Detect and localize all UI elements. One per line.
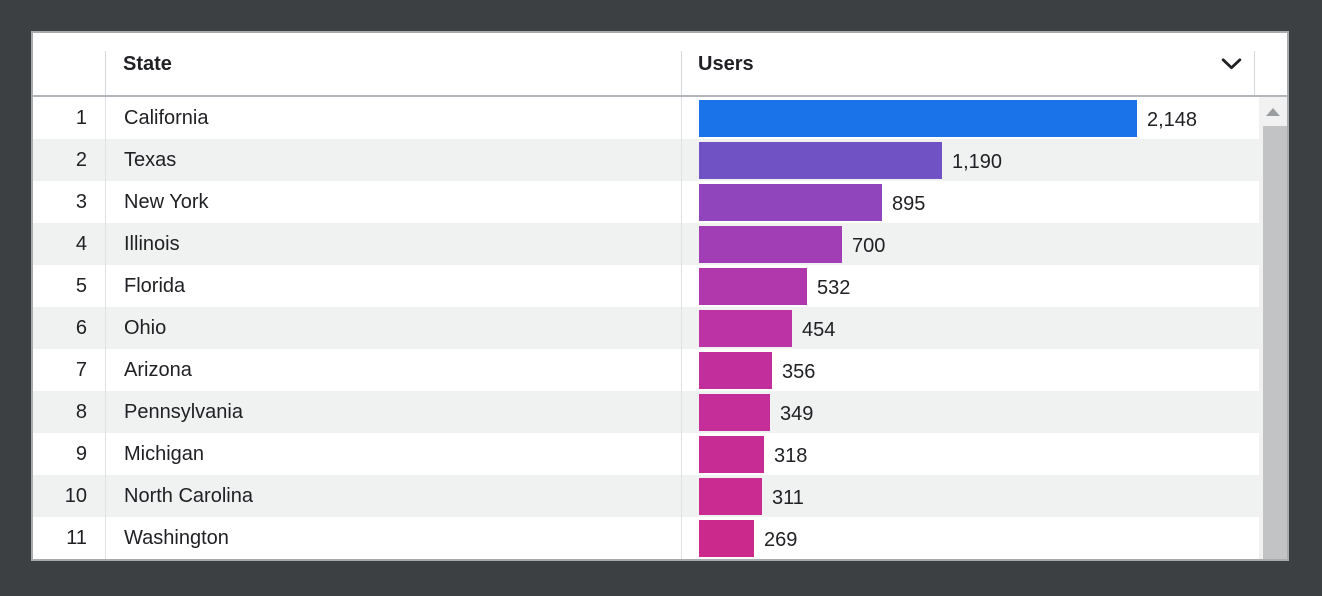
- rank-cell: 4: [75, 232, 87, 255]
- users-cell: 700: [681, 223, 1287, 265]
- users-cell: 532: [681, 265, 1287, 307]
- state-cell: North Carolina: [105, 475, 681, 517]
- users-value-label: 1,190: [952, 150, 1003, 173]
- rank-cell: 9: [75, 442, 87, 465]
- state-cell: Michigan: [105, 433, 681, 475]
- table-row[interactable]: 8 Pennsylvania 349: [33, 391, 1287, 433]
- users-bar: [699, 351, 772, 389]
- rank-cell: 3: [75, 190, 87, 213]
- state-cell: Washington: [105, 517, 681, 559]
- header-divider: [105, 51, 106, 95]
- rank-cell: 11: [66, 526, 87, 549]
- users-cell: 318: [681, 433, 1287, 475]
- users-bar: [699, 393, 770, 431]
- users-value-label: 700: [852, 234, 886, 257]
- rank-cell: 1: [75, 106, 87, 129]
- rank-cell: 8: [75, 400, 87, 423]
- users-cell: 269: [681, 517, 1287, 559]
- state-cell: California: [105, 97, 681, 139]
- rank-cell: 7: [75, 358, 87, 381]
- table-header: State Users: [33, 33, 1287, 97]
- table-row[interactable]: 6 Ohio 454: [33, 307, 1287, 349]
- users-value-label: 895: [892, 192, 926, 215]
- state-cell: Florida: [105, 265, 681, 307]
- header-divider: [681, 51, 682, 95]
- table-row[interactable]: 5 Florida 532: [33, 265, 1287, 307]
- rank-cell: 6: [75, 316, 87, 339]
- header-state-label: State: [123, 52, 172, 75]
- users-bar: [699, 225, 842, 263]
- rank-cell: 5: [75, 274, 87, 297]
- state-cell: Texas: [105, 139, 681, 181]
- users-cell: 356: [681, 349, 1287, 391]
- state-cell: Ohio: [105, 307, 681, 349]
- table-row[interactable]: 4 Illinois 700: [33, 223, 1287, 265]
- users-bar: [699, 99, 1137, 137]
- header-divider: [1254, 51, 1255, 95]
- users-value-label: 2,148: [1147, 108, 1198, 131]
- header-users-cell[interactable]: Users: [681, 33, 1287, 95]
- users-cell: 2,148: [681, 97, 1287, 139]
- users-cell: 1,190: [681, 139, 1287, 181]
- table-row[interactable]: 7 Arizona 356: [33, 349, 1287, 391]
- scroll-up-button[interactable]: [1259, 97, 1287, 126]
- table-row[interactable]: 11 Washington 269: [33, 517, 1287, 559]
- users-bar: [699, 477, 762, 515]
- table-body: 1 California 2,148 2 Texas 1,190 3 New Y…: [33, 97, 1287, 559]
- users-bar: [699, 183, 882, 221]
- scrollbar-thumb[interactable]: [1263, 126, 1287, 559]
- table-row[interactable]: 9 Michigan 318: [33, 433, 1287, 475]
- state-cell: Illinois: [105, 223, 681, 265]
- state-cell: Pennsylvania: [105, 391, 681, 433]
- chevron-down-icon[interactable]: [1220, 58, 1243, 71]
- users-bar: [699, 519, 754, 557]
- rank-cell: 10: [64, 484, 87, 507]
- state-cell: Arizona: [105, 349, 681, 391]
- users-cell: 311: [681, 475, 1287, 517]
- state-cell: New York: [105, 181, 681, 223]
- users-cell: 895: [681, 181, 1287, 223]
- rank-cell: 2: [75, 148, 87, 171]
- users-value-label: 532: [817, 276, 851, 299]
- header-state-cell[interactable]: State: [105, 33, 681, 95]
- users-value-label: 269: [764, 528, 798, 551]
- users-value-label: 311: [772, 486, 804, 509]
- table-row[interactable]: 2 Texas 1,190: [33, 139, 1287, 181]
- users-bar: [699, 267, 807, 305]
- users-cell: 349: [681, 391, 1287, 433]
- table-row[interactable]: 3 New York 895: [33, 181, 1287, 223]
- users-value-label: 356: [782, 360, 816, 383]
- scroll-up-arrow-icon: [1266, 107, 1280, 116]
- users-value-label: 349: [780, 402, 814, 425]
- users-bar: [699, 141, 942, 179]
- table-row[interactable]: 1 California 2,148: [33, 97, 1287, 139]
- vertical-scrollbar[interactable]: [1259, 97, 1287, 559]
- users-cell: 454: [681, 307, 1287, 349]
- table-chart-panel: State Users 1 California 2,148 2 Texas 1…: [31, 31, 1289, 561]
- users-value-label: 454: [802, 318, 836, 341]
- users-bar: [699, 309, 792, 347]
- table-row[interactable]: 10 North Carolina 311: [33, 475, 1287, 517]
- header-rank-cell: [33, 33, 105, 95]
- users-value-label: 318: [774, 444, 808, 467]
- users-bar: [699, 435, 764, 473]
- header-users-label: Users: [698, 52, 754, 75]
